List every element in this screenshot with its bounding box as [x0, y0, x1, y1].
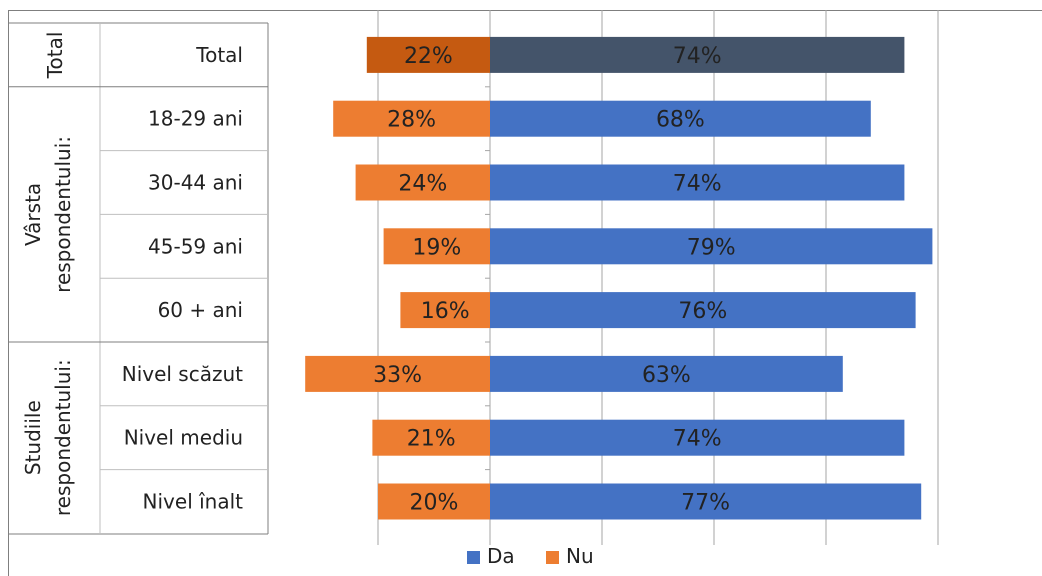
bar-nu	[383, 228, 490, 265]
group-label-line: respondentului:	[51, 359, 75, 516]
bar-da	[490, 228, 933, 265]
chart-border	[8, 10, 1042, 576]
data-label-nu: 21%	[407, 427, 456, 452]
category-label: 45-59 ani	[148, 234, 243, 258]
data-label-da: 76%	[678, 299, 727, 324]
category-label: Nivel mediu	[124, 426, 243, 450]
data-label-nu: 22%	[404, 44, 453, 69]
bar-da	[490, 164, 905, 201]
legend-swatch-da	[467, 551, 480, 564]
category-label: 18-29 ani	[148, 107, 243, 131]
group-label-line: Studiile	[21, 400, 45, 475]
bar-nu	[355, 164, 490, 201]
data-label-da: 68%	[656, 108, 705, 133]
legend-label-da: Da	[487, 544, 515, 568]
category-label: Nivel scăzut	[122, 362, 243, 386]
group-label: Total	[43, 32, 67, 80]
data-label-da: 74%	[673, 427, 722, 452]
category-label: 60 + ani	[158, 298, 243, 322]
legend-label-nu: Nu	[566, 544, 594, 568]
bar-nu	[400, 292, 490, 329]
data-label-nu: 16%	[421, 299, 470, 324]
data-label-da: 74%	[673, 172, 722, 197]
bar-nu	[378, 483, 490, 520]
bar-da	[490, 100, 871, 137]
bar-da	[490, 483, 922, 520]
group-label-line: respondentului:	[51, 136, 75, 293]
data-label-nu: 28%	[387, 108, 436, 133]
data-label-nu: 20%	[410, 491, 459, 516]
category-label: 30-44 ani	[148, 171, 243, 195]
bar-nu	[333, 100, 490, 137]
group-label: Vârsta respondentului:	[21, 136, 75, 293]
category-label: Total	[195, 43, 243, 67]
data-label-nu: 19%	[412, 235, 461, 260]
data-label-da: 74%	[673, 44, 722, 69]
data-label-da: 63%	[642, 363, 691, 388]
data-label-nu: 24%	[398, 172, 447, 197]
category-label: Nivel înalt	[143, 490, 244, 514]
bar-nu	[372, 419, 490, 456]
bar-da	[490, 36, 905, 73]
bar-da	[490, 292, 916, 329]
bar-da	[490, 355, 843, 392]
legend-swatch-nu	[546, 551, 559, 564]
data-label-nu: 33%	[373, 363, 422, 388]
group-label: Studiile respondentului:	[21, 359, 75, 516]
data-label-da: 77%	[681, 491, 730, 516]
bar-nu	[366, 36, 490, 73]
data-label-da: 79%	[687, 235, 736, 260]
group-label-line: Vârsta	[21, 183, 45, 246]
bar-da	[490, 419, 905, 456]
bar-nu	[305, 355, 490, 392]
